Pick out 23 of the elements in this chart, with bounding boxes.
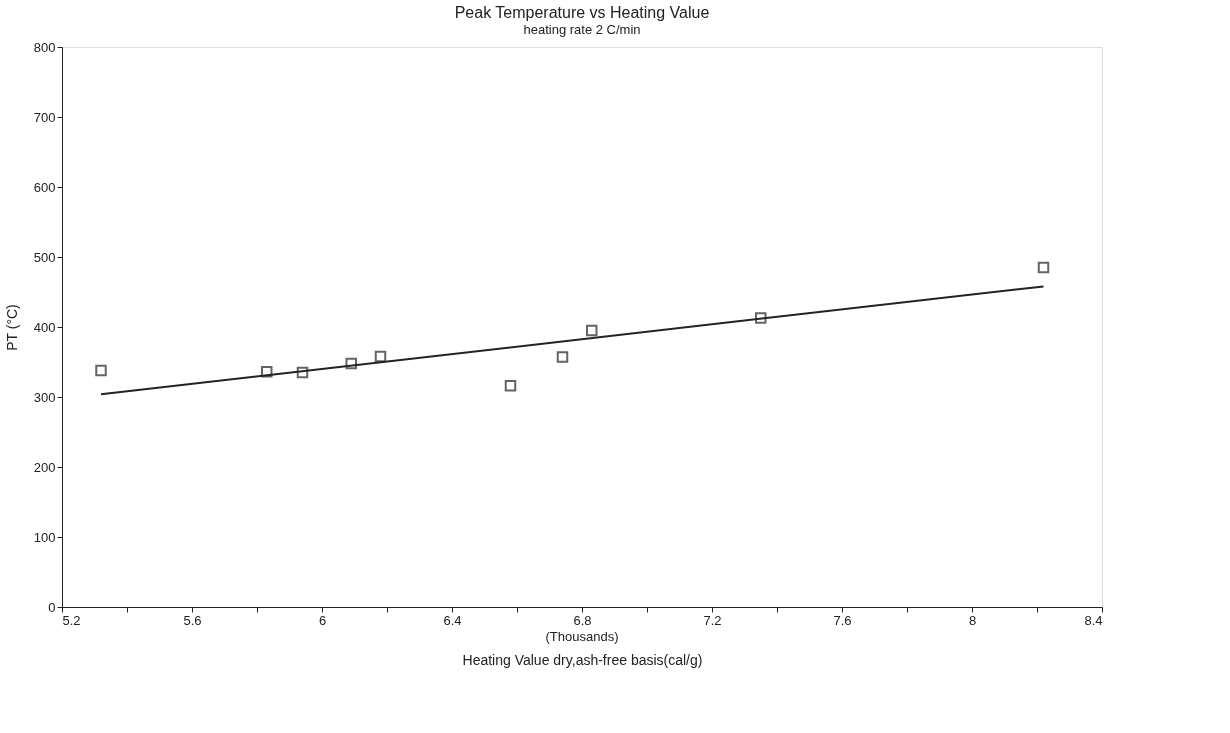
chart-subtitle: heating rate 2 C/min [523, 22, 641, 37]
y-tick-label: 100 [33, 529, 56, 545]
x-tick-label: 6 [318, 612, 327, 628]
x-tick-label: 8 [968, 612, 977, 628]
y-tick-label: 200 [33, 459, 56, 475]
x-tick-label: 7.2 [703, 612, 722, 628]
x-tick-label: 6.4 [443, 612, 462, 628]
x-tick-label: 5.6 [183, 612, 202, 628]
y-tick-label: 800 [33, 39, 56, 55]
y-tick-label: 500 [33, 249, 56, 265]
y-axis-title: PT (°C) [3, 304, 20, 351]
x-tick-label: 8.4 [1084, 612, 1103, 628]
text: (Thousands) [545, 629, 619, 644]
chart-title: Peak Temperature vs Heating Value [454, 4, 710, 21]
y-tick-label: 300 [33, 389, 56, 405]
x-axis-title: Heating Value dry,ash-free basis(cal/g) [462, 651, 703, 668]
x-tick-label: 7.6 [833, 612, 852, 628]
y-tick-label: 400 [33, 319, 56, 335]
y-tick-label: 600 [33, 179, 56, 195]
x-tick-label: 6.8 [573, 612, 592, 628]
x-tick-label: 5.2 [62, 612, 81, 628]
y-tick-label: 0 [48, 599, 56, 615]
y-tick-label: 700 [33, 109, 56, 125]
